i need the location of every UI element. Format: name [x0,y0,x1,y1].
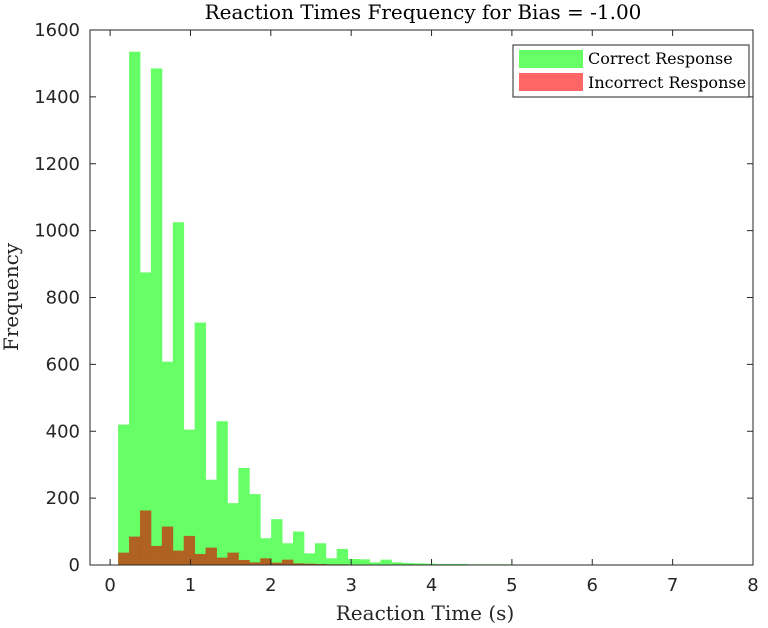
bar-correct [347,558,359,565]
legend-swatch-correct [519,50,583,68]
bar-incorrect [249,562,261,565]
bar-correct [380,559,392,565]
y-tick-label: 1400 [34,87,80,108]
bar-incorrect [260,558,272,565]
bar-correct [205,479,217,565]
x-tick-label: 5 [506,575,517,596]
x-tick-label: 8 [747,575,758,596]
y-axis-ticks: 0 200 400 600 800 1000 1200 1400 1600 [34,20,753,576]
legend-swatch-incorrect [519,73,583,91]
bar-incorrect [150,545,163,565]
bar-incorrect [129,536,141,565]
bar-incorrect [216,557,228,565]
x-tick-label: 7 [667,575,678,596]
legend-label-correct: Correct Response [588,49,733,68]
bar-incorrect [227,552,239,565]
bar-correct [150,68,163,565]
bar-correct [118,424,130,565]
x-tick-label: 2 [265,575,276,596]
bar-incorrect [282,559,294,565]
y-tick-label: 600 [46,354,80,375]
bar-incorrect [161,526,174,565]
y-tick-label: 1600 [34,20,80,41]
bar-correct [293,531,305,565]
x-tick-label: 1 [185,575,196,596]
bar-incorrect [139,510,152,565]
bars-correct-series [118,51,665,566]
bar-correct [183,429,196,565]
bar-incorrect [271,562,283,565]
x-tick-label: 3 [345,575,356,596]
bar-correct [139,272,152,565]
bar-correct [282,543,294,565]
x-tick-label: 6 [587,575,598,596]
bar-incorrect [183,535,196,565]
x-axis-label: Reaction Time (s) [336,601,515,625]
bar-incorrect [303,563,316,565]
bar-correct [424,563,436,565]
bar-incorrect [238,559,250,565]
y-axis-label: Frequency [0,242,23,351]
bar-correct [216,421,228,565]
bars-incorrect-series [118,510,665,565]
x-tick-label: 0 [104,575,115,596]
bar-correct [194,322,206,565]
bar-incorrect [205,547,217,565]
bar-correct [336,548,349,565]
chart-title: Reaction Times Frequency for Bias = -1.0… [205,0,642,24]
bar-correct [227,503,239,565]
y-tick-label: 0 [69,555,80,576]
bar-correct [358,559,370,565]
bar-correct [238,468,250,565]
bar-correct [314,543,327,565]
y-tick-label: 1000 [34,221,80,242]
legend: Correct Response Incorrect Response [512,44,750,98]
bar-correct [325,558,338,565]
bar-correct [402,562,414,565]
y-tick-label: 800 [46,288,80,309]
bar-correct [161,361,174,565]
x-tick-label: 4 [426,575,437,596]
bar-incorrect [172,550,185,565]
bar-correct [172,222,185,565]
bar-incorrect [293,563,305,565]
y-tick-label: 400 [46,421,80,442]
bar-correct [249,494,261,565]
bar-correct [271,519,283,565]
x-axis-ticks: 0 1 2 3 4 5 6 7 8 [104,30,759,596]
bar-correct [413,563,425,565]
bar-incorrect [118,552,130,565]
bar-correct [260,538,272,565]
y-tick-label: 1200 [34,154,80,175]
bar-correct [129,51,141,566]
bar-incorrect [194,553,206,565]
bar-correct [391,562,403,565]
legend-label-incorrect: Incorrect Response [588,73,746,92]
bar-correct [303,553,316,565]
y-tick-label: 200 [46,488,80,509]
bar-correct [369,562,381,565]
